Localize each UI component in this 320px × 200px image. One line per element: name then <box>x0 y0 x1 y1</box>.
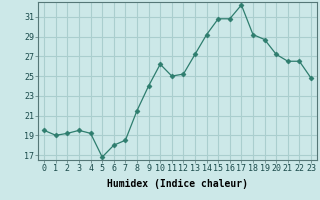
X-axis label: Humidex (Indice chaleur): Humidex (Indice chaleur) <box>107 179 248 189</box>
